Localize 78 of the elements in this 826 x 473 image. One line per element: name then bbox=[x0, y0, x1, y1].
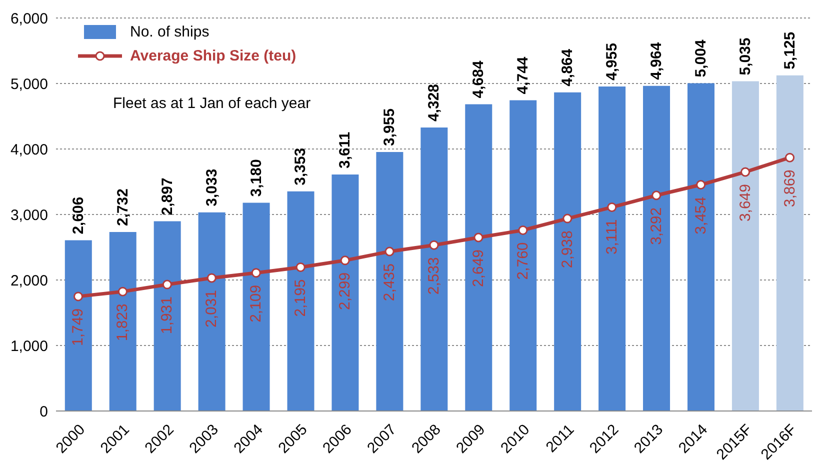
y-tick-label: 5,000 bbox=[10, 76, 48, 93]
bar bbox=[598, 86, 626, 411]
y-tick-label: 6,000 bbox=[10, 10, 48, 28]
point bbox=[118, 286, 128, 296]
point bbox=[251, 268, 261, 278]
point bbox=[518, 225, 528, 235]
data-label: 4,744 bbox=[514, 56, 532, 94]
data-label: 4,955 bbox=[604, 42, 621, 80]
y-tick-label: 4,000 bbox=[10, 141, 48, 158]
bar bbox=[154, 221, 181, 411]
data-label: 3,869 bbox=[781, 170, 798, 208]
data-label: 2,109 bbox=[248, 284, 265, 322]
data-label: 2,760 bbox=[514, 242, 532, 280]
legend-label: No. of ships bbox=[130, 24, 210, 40]
bar bbox=[109, 232, 136, 411]
point bbox=[340, 256, 350, 266]
point bbox=[607, 202, 617, 212]
data-label: 3,955 bbox=[381, 108, 398, 146]
data-label: 2,533 bbox=[426, 257, 442, 295]
bar bbox=[420, 128, 448, 411]
data-label: 3,454 bbox=[692, 196, 710, 234]
y-tick-label: 0 bbox=[40, 403, 48, 420]
data-label: 4,684 bbox=[470, 60, 488, 98]
data-label: 2,732 bbox=[114, 188, 132, 226]
point bbox=[162, 280, 172, 290]
point bbox=[785, 152, 795, 162]
data-label: 2,195 bbox=[292, 279, 310, 317]
bar bbox=[732, 81, 759, 411]
bar bbox=[643, 86, 670, 411]
point bbox=[73, 292, 83, 302]
y-tick-label: 1,000 bbox=[10, 338, 48, 355]
bar bbox=[332, 174, 359, 411]
data-label: 3,180 bbox=[248, 159, 265, 197]
point bbox=[652, 190, 662, 200]
data-label: 3,649 bbox=[736, 184, 754, 222]
data-label: 3,111 bbox=[603, 219, 620, 255]
bar bbox=[64, 240, 92, 411]
data-label: 2,031 bbox=[203, 290, 220, 328]
bar bbox=[376, 152, 404, 411]
data-label: 4,864 bbox=[559, 48, 576, 86]
data-label: 2,606 bbox=[70, 196, 87, 234]
data-label: 3,353 bbox=[292, 148, 310, 186]
data-label: 1,749 bbox=[70, 308, 87, 346]
data-label: 5,035 bbox=[736, 38, 754, 76]
point bbox=[296, 262, 306, 272]
data-label: 5,125 bbox=[781, 32, 798, 70]
y-tick-label: 2,000 bbox=[10, 272, 48, 290]
legend-label: Average Ship Size (teu) bbox=[130, 48, 296, 64]
bar bbox=[776, 75, 804, 411]
annotation: Fleet as at 1 Jan of each year bbox=[113, 95, 311, 112]
data-label: 2,938 bbox=[558, 230, 576, 268]
bar bbox=[687, 83, 714, 411]
data-label: 3,033 bbox=[203, 168, 220, 206]
point bbox=[562, 214, 572, 224]
data-label: 1,931 bbox=[158, 296, 176, 334]
bar bbox=[510, 100, 537, 411]
data-label: 3,292 bbox=[648, 207, 665, 245]
data-label: 5,004 bbox=[692, 39, 710, 78]
bar bbox=[287, 191, 314, 411]
point bbox=[206, 273, 216, 283]
bar bbox=[554, 92, 582, 411]
data-label: 4,964 bbox=[648, 42, 666, 80]
y-tick-label: 3,000 bbox=[10, 206, 48, 224]
point bbox=[740, 167, 750, 177]
point bbox=[429, 240, 439, 250]
bar bbox=[198, 212, 226, 411]
data-label: 1,823 bbox=[114, 304, 132, 342]
data-label: 2,649 bbox=[470, 249, 487, 288]
bar bbox=[242, 202, 270, 411]
data-label: 2,299 bbox=[336, 272, 354, 310]
data-label: 2,435 bbox=[381, 264, 398, 302]
point bbox=[384, 246, 394, 256]
bar bbox=[465, 104, 492, 411]
point bbox=[696, 180, 706, 190]
data-label: 3,611 bbox=[336, 132, 354, 168]
data-label: 2,897 bbox=[158, 178, 176, 216]
point bbox=[474, 232, 484, 242]
data-label: 4,328 bbox=[426, 84, 443, 122]
